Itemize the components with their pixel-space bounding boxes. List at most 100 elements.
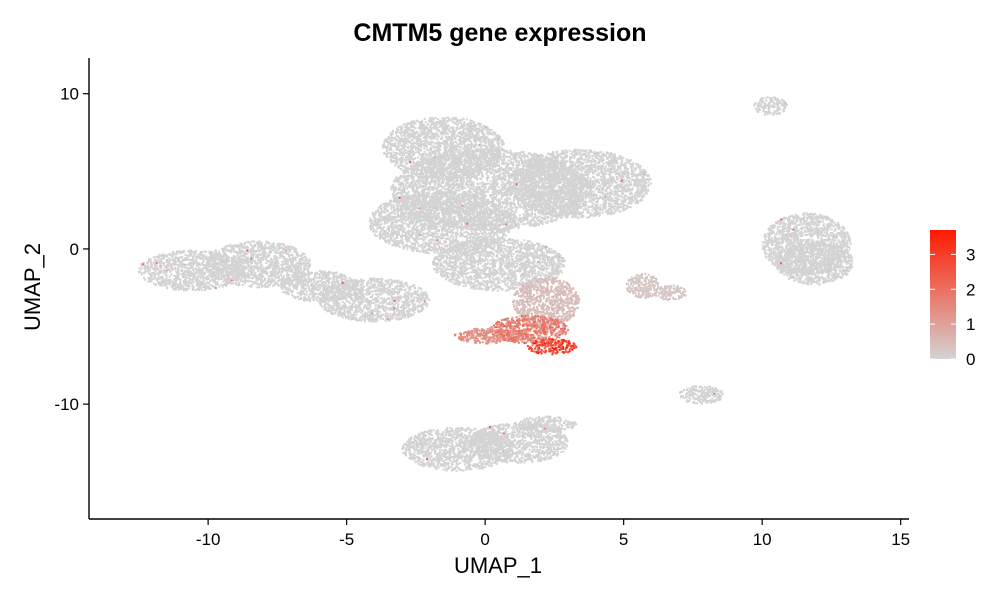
cell-point xyxy=(237,273,240,276)
cell-point xyxy=(168,280,171,283)
cell-point xyxy=(226,255,229,258)
cell-point xyxy=(235,283,238,286)
cell-point xyxy=(302,292,305,295)
cell-point xyxy=(299,296,302,299)
cell-point xyxy=(300,287,303,290)
cell-point xyxy=(177,276,180,279)
cell-point xyxy=(442,133,445,136)
cell-point xyxy=(214,262,217,265)
cell-point xyxy=(282,284,285,287)
cell-point xyxy=(298,272,301,275)
cell-point xyxy=(312,288,315,291)
cell-point xyxy=(260,279,263,282)
cell-point xyxy=(302,253,305,256)
cell-point xyxy=(296,292,299,295)
cell-point xyxy=(239,254,242,257)
cell-point xyxy=(259,245,262,248)
cell-point xyxy=(255,254,258,257)
cell-point xyxy=(215,265,218,268)
cell-point xyxy=(279,243,282,246)
cell-point xyxy=(257,277,260,280)
cell-point xyxy=(409,158,412,161)
cell-point xyxy=(213,286,216,289)
cell-point xyxy=(223,268,226,271)
cell-point xyxy=(243,279,246,282)
cell-point xyxy=(258,240,261,243)
cell-point xyxy=(368,290,371,293)
cell-point xyxy=(303,256,306,259)
cell-point xyxy=(364,289,367,292)
cell-point xyxy=(312,277,315,280)
cell-point xyxy=(383,297,386,300)
cell-point xyxy=(165,283,168,286)
cell-point xyxy=(319,292,322,295)
cell-point xyxy=(412,309,415,312)
cell-point xyxy=(376,317,379,320)
cell-point xyxy=(177,259,180,262)
cell-point xyxy=(246,260,249,263)
cell-point xyxy=(396,313,399,316)
cell-point xyxy=(261,245,264,248)
cell-point xyxy=(187,254,190,257)
cell-point xyxy=(326,275,329,278)
cell-point xyxy=(238,248,241,251)
cell-point xyxy=(325,280,328,283)
cell-point xyxy=(214,249,217,252)
cell-point xyxy=(174,252,177,255)
cell-point xyxy=(400,305,403,308)
cell-point xyxy=(315,293,318,296)
cell-point xyxy=(282,247,285,250)
cell-point xyxy=(282,291,285,294)
cell-point xyxy=(285,260,288,263)
cell-point xyxy=(205,267,208,270)
cell-point xyxy=(161,280,164,283)
cell-point xyxy=(266,260,269,263)
cell-point xyxy=(235,272,238,275)
cell-point xyxy=(382,313,385,316)
cell-point xyxy=(251,281,254,284)
cell-point xyxy=(153,267,156,270)
cell-point xyxy=(188,281,191,284)
cell-point xyxy=(154,264,157,267)
cell-point xyxy=(182,286,185,289)
cell-point xyxy=(457,144,460,147)
cell-point xyxy=(247,267,250,270)
cell-point xyxy=(197,262,200,265)
cell-point xyxy=(282,260,285,263)
cell-point xyxy=(259,268,262,271)
cell-point xyxy=(398,314,401,317)
cell-point xyxy=(298,291,301,294)
cell-point xyxy=(415,151,418,154)
cell-point xyxy=(161,276,164,279)
cell-point xyxy=(298,266,301,269)
cell-point xyxy=(225,270,228,273)
cell-point xyxy=(370,290,373,293)
cell-point xyxy=(343,307,346,310)
cell-point xyxy=(258,259,261,262)
cell-point xyxy=(248,269,251,272)
cell-point xyxy=(396,282,399,285)
cell-point xyxy=(306,265,309,268)
cell-point xyxy=(253,250,256,253)
cell-point xyxy=(244,271,247,274)
cell-point xyxy=(198,268,201,271)
cell-point xyxy=(224,274,227,277)
cell-point xyxy=(281,284,284,287)
cell-point xyxy=(247,258,250,261)
cell-point xyxy=(277,268,280,271)
cell-point xyxy=(314,283,317,286)
cell-point xyxy=(305,257,308,260)
cell-point xyxy=(210,272,213,275)
cell-point xyxy=(238,282,241,285)
cell-point xyxy=(259,261,262,264)
cell-point xyxy=(309,297,312,300)
cell-point xyxy=(158,272,161,275)
cell-point xyxy=(280,253,283,256)
cell-point xyxy=(415,290,418,293)
cell-point xyxy=(196,276,199,279)
cell-point xyxy=(231,278,234,281)
cell-point xyxy=(308,293,311,296)
cell-point xyxy=(211,274,214,277)
cell-point xyxy=(303,253,306,256)
cell-point xyxy=(311,288,314,291)
